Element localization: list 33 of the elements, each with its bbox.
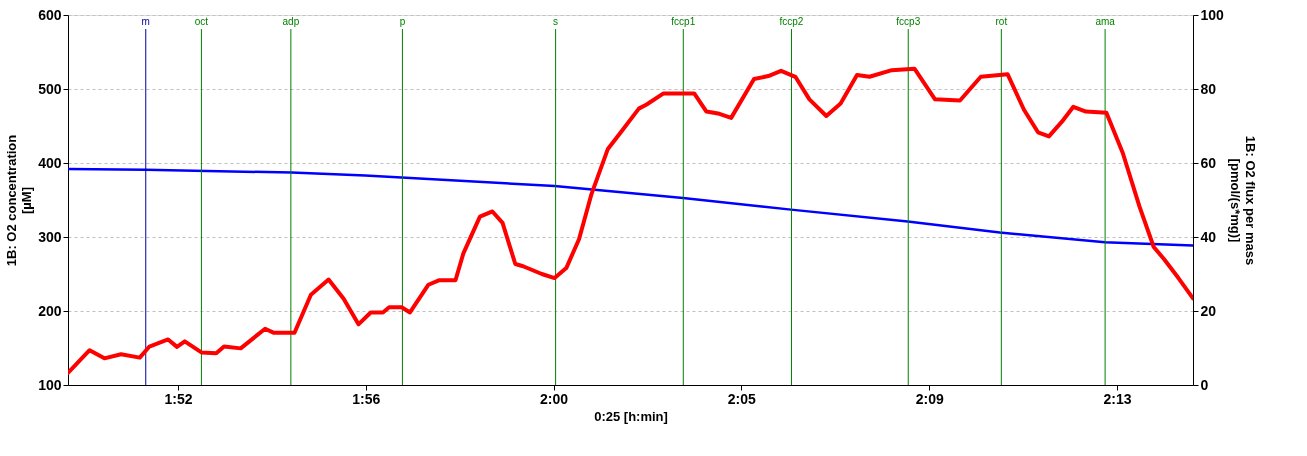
y-tick-label: 100 bbox=[38, 376, 62, 393]
y-tick-label: 500 bbox=[38, 80, 62, 97]
y2-tick-label: 60 bbox=[1200, 154, 1217, 171]
y-axis-title: 1B: O2 concentration [µM] bbox=[4, 134, 35, 267]
y2-tick-label: 0 bbox=[1200, 376, 1209, 393]
ref-line-label: fccp3 bbox=[896, 16, 921, 27]
ref-line-label: ama bbox=[1095, 16, 1116, 27]
ref-line-label: fccp1 bbox=[671, 16, 696, 27]
line-series bbox=[68, 167, 1193, 247]
y2-axis-title: 1B: O2 flux per mass [pmol/(s*mg)] bbox=[1227, 135, 1258, 266]
y2-tick-label: 100 bbox=[1200, 6, 1225, 23]
y-tick-label: 600 bbox=[38, 6, 62, 23]
y2-tick-label: 80 bbox=[1200, 80, 1217, 97]
ref-line-label: rot bbox=[995, 16, 1008, 27]
x-tick-label: 2:09 bbox=[915, 390, 945, 407]
line-series bbox=[68, 66, 1193, 375]
x-tick-label: 2:05 bbox=[727, 390, 756, 407]
x-tick-label: 1:56 bbox=[352, 390, 381, 407]
y2-tick-label: 20 bbox=[1200, 302, 1217, 319]
y-tick-label: 400 bbox=[38, 154, 62, 171]
ref-line-label: oct bbox=[194, 16, 209, 27]
ref-line-label: m bbox=[141, 16, 150, 27]
x-tick-label: 2:00 bbox=[540, 390, 569, 407]
x-tick-label: 1:52 bbox=[164, 390, 193, 407]
y2-tick-label: 40 bbox=[1200, 228, 1217, 245]
y-tick-label: 200 bbox=[38, 302, 62, 319]
y-tick-label: 300 bbox=[38, 228, 62, 245]
x-axis-title: 0:25 [h:min] bbox=[594, 408, 668, 424]
x-tick-label: 2:13 bbox=[1103, 390, 1132, 407]
ref-line-label: adp bbox=[282, 16, 300, 27]
ref-line-label: s bbox=[553, 16, 559, 27]
ref-line-label: fccp2 bbox=[779, 16, 804, 27]
ref-line-label: p bbox=[399, 16, 406, 27]
